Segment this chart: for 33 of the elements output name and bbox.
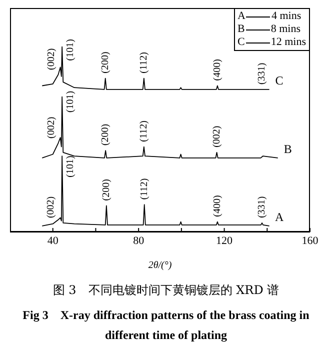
text: Fig 3 X-ray diffraction patterns of the brass coating in different time of plating	[22, 307, 310, 344]
text: C	[238, 36, 245, 48]
x-tick-label: 80	[133, 234, 145, 247]
annotation: (002)	[211, 126, 222, 148]
annotation: (200)	[100, 52, 111, 74]
annotation: (002)	[46, 48, 57, 70]
annotation: (101)	[65, 39, 76, 61]
x-axis-title: 2θ/(°)	[148, 260, 172, 271]
annotation: (101)	[64, 156, 76, 178]
annotation: B	[284, 142, 292, 156]
annotation: (331)	[256, 62, 268, 84]
text: A	[238, 10, 246, 22]
annotation: A	[274, 210, 284, 224]
annotation: (112)	[138, 120, 150, 142]
x-tick-label: 40	[47, 234, 59, 247]
text: 图 3 不同电镀时间下黄铜镀层的 XRD 谱	[52, 282, 280, 299]
x-tick-label: 160	[302, 234, 319, 247]
annotation: C	[275, 73, 284, 88]
annotation: (200)	[100, 179, 112, 201]
annotation: (200)	[100, 124, 112, 146]
annotation: (002)	[46, 116, 58, 138]
annotation: (400)	[212, 59, 223, 81]
annotation: (331)	[256, 196, 268, 218]
legend-label: 8 mins	[270, 23, 300, 36]
annotation: (101)	[64, 90, 76, 113]
legend-label: 4 mins	[271, 10, 302, 23]
x-tick-label: 120	[216, 234, 234, 247]
text: B	[238, 23, 245, 35]
annotation: (112)	[138, 52, 150, 74]
annotation: (002)	[45, 196, 56, 218]
annotation: (112)	[138, 178, 150, 200]
legend-label: 12 mins	[270, 36, 306, 49]
annotation: (400)	[212, 195, 223, 217]
